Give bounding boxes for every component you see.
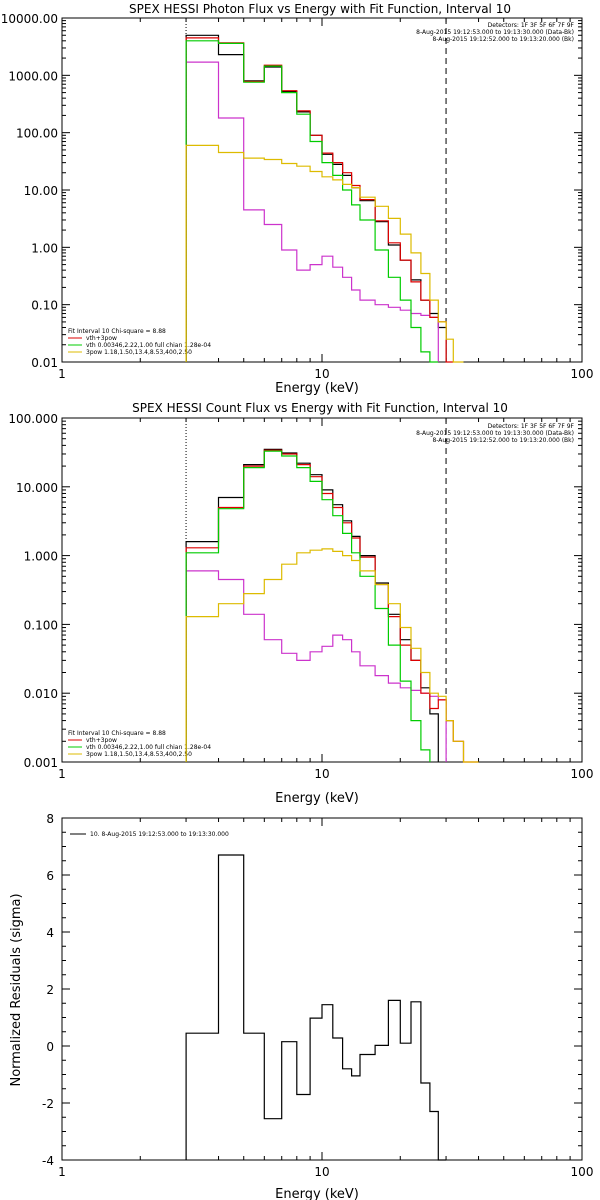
x-tick-label: 100 <box>571 367 594 381</box>
y-tick-label: 0.10 <box>31 299 58 313</box>
y-tick-label: 10.000 <box>16 481 58 495</box>
y-tick-label: 0.01 <box>31 356 58 370</box>
x-tick-label: 100 <box>571 767 594 781</box>
series-line-bk <box>185 61 439 362</box>
panel-title: SPEX HESSI Photon Flux vs Energy with Fi… <box>129 2 511 16</box>
info-line: Detectors: 1F 3F 5F 6F 7F 9F <box>488 22 575 29</box>
plot-frame <box>61 17 583 363</box>
info-block: Detectors: 1F 3F 5F 6F 7F 9F 8-Aug-2015 … <box>416 22 574 43</box>
y-tick-label: 0.001 <box>24 756 58 770</box>
series-line-vth <box>185 40 439 363</box>
series-line-vth-3pow <box>185 449 479 763</box>
plot-frame <box>61 417 583 763</box>
x-tick-label: 1 <box>58 767 66 781</box>
y-tick-label: 10.00 <box>24 184 58 198</box>
x-axis-label: Energy (keV) <box>275 1187 359 1200</box>
y-tick-label: 4 <box>46 926 54 940</box>
y-tick-label: 1000.00 <box>8 69 58 83</box>
fit-legend-line: vth 0.00346,2.22,1.00 full chian 1.28e-0… <box>86 744 211 751</box>
info-line: 8-Aug-2015 19:12:53.000 to 19:13:30.000 … <box>416 29 574 36</box>
y-tick-label: -2 <box>42 1097 54 1111</box>
x-tick-label: 10 <box>314 367 329 381</box>
residuals-panel: 10. 8-Aug-2015 19:12:53.000 to 19:13:30.… <box>9 812 593 1200</box>
y-tick-label: 0.100 <box>24 618 58 632</box>
photon-flux-panel: SPEX HESSI Photon Flux vs Energy with Fi… <box>1 2 594 396</box>
residuals-legend: 10. 8-Aug-2015 19:12:53.000 to 19:13:30.… <box>70 831 229 838</box>
x-axis-label: Energy (keV) <box>275 791 359 806</box>
info-line: 8-Aug-2015 19:12:53.000 to 19:13:30.000 … <box>416 430 574 437</box>
panel-title: SPEX HESSI Count Flux vs Energy with Fit… <box>132 401 508 415</box>
fit-legend: Fit Interval 10 Chi-square = 8.88 vth+3p… <box>68 730 211 758</box>
x-tick-label: 10 <box>314 1165 329 1179</box>
info-line: 8-Aug-2015 19:12:52.000 to 19:13:20.000 … <box>432 36 574 43</box>
y-tick-label: 1.00 <box>31 241 58 255</box>
fit-legend-line: vth 0.00346,2.22,1.00 full chian 1.28e-0… <box>86 342 211 349</box>
info-line: Detectors: 1F 3F 5F 6F 7F 9F <box>488 423 575 430</box>
count-flux-panel: SPEX HESSI Count Flux vs Energy with Fit… <box>8 401 593 806</box>
series-line-data-bk <box>185 34 447 362</box>
series-line-3pow <box>185 144 464 363</box>
series-line-vth <box>185 450 431 762</box>
fit-legend-line: vth+3pow <box>86 335 117 342</box>
legend-label: 10. 8-Aug-2015 19:12:53.000 to 19:13:30.… <box>90 831 229 838</box>
y-tick-label: 0.010 <box>24 687 58 701</box>
y-axis-label: Normalized Residuals (sigma) <box>9 893 24 1086</box>
fit-legend: Fit Interval 10 Chi-square = 8.88 vth+3p… <box>68 328 211 356</box>
series-line-bk <box>185 570 447 762</box>
x-tick-label: 100 <box>571 1165 594 1179</box>
fit-legend-line: Fit Interval 10 Chi-square = 8.88 <box>68 328 166 335</box>
y-tick-label: 6 <box>46 869 54 883</box>
y-tick-label: 2 <box>46 983 54 997</box>
fit-legend-line: 3pow 1.18,1.50,13.4,8.53,400,2.50 <box>86 751 192 758</box>
y-tick-label: 10000.00 <box>1 12 58 26</box>
x-tick-label: 1 <box>58 1165 66 1179</box>
y-tick-label: 8 <box>46 812 54 826</box>
y-tick-label: 100.000 <box>8 412 58 426</box>
fit-legend-line: Fit Interval 10 Chi-square = 8.88 <box>68 730 166 737</box>
fit-legend-line: vth+3pow <box>86 737 117 744</box>
x-axis-label: Energy (keV) <box>275 381 359 396</box>
y-tick-label: 0 <box>46 1040 54 1054</box>
fit-legend-line: 3pow 1.18,1.50,13.4,8.53,400,2.50 <box>86 349 192 356</box>
info-block: Detectors: 1F 3F 5F 6F 7F 9F 8-Aug-2015 … <box>416 423 574 444</box>
y-tick-label: 1.000 <box>24 550 58 564</box>
series-line-3pow <box>185 548 479 763</box>
series-line-10- <box>185 854 447 1161</box>
info-line: 8-Aug-2015 19:12:52.000 to 19:13:20.000 … <box>432 437 574 444</box>
x-tick-label: 10 <box>314 767 329 781</box>
plot-frame <box>61 817 583 1161</box>
y-tick-label: -4 <box>42 1154 54 1168</box>
x-tick-label: 1 <box>58 367 66 381</box>
y-tick-label: 100.00 <box>16 127 58 141</box>
